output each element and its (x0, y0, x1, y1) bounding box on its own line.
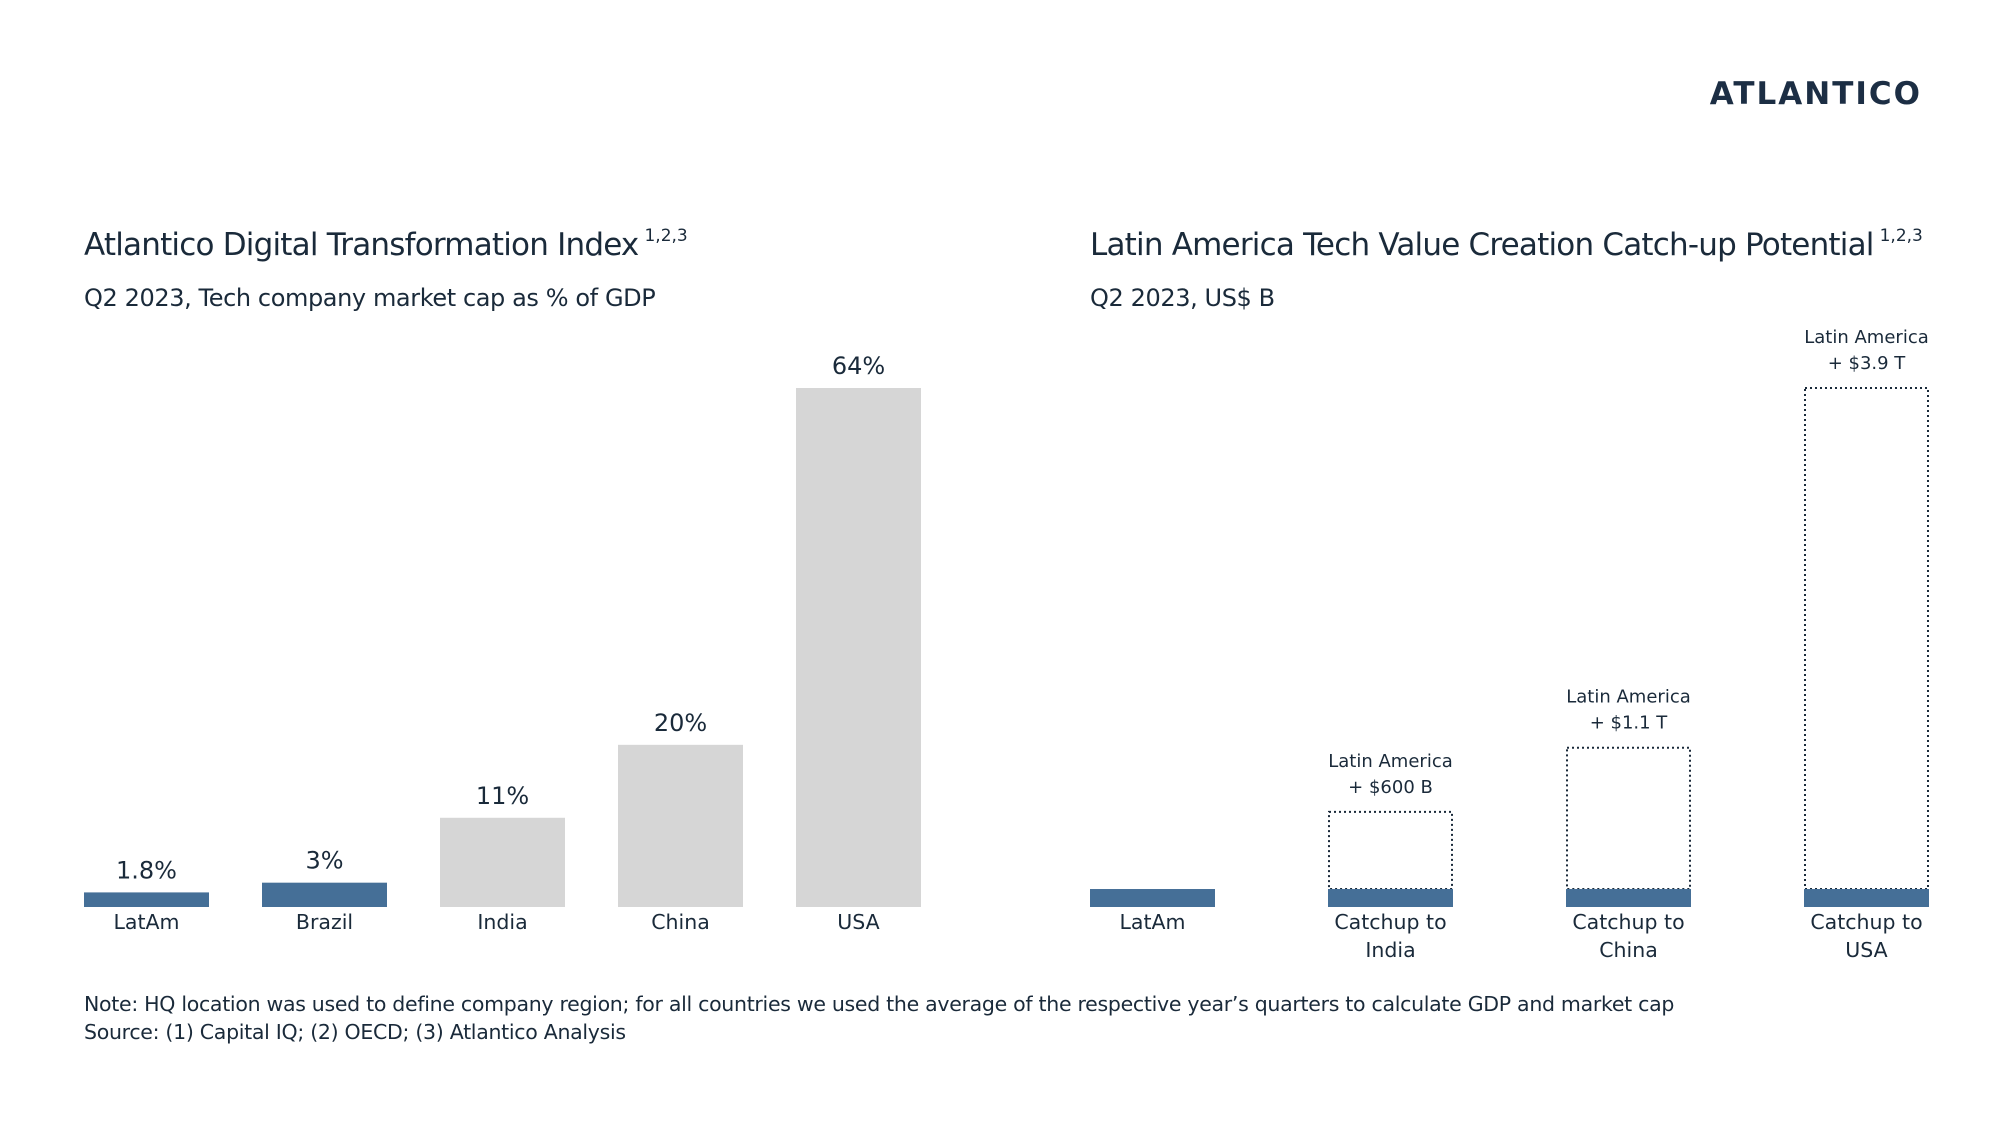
right-chart-title: Latin America Tech Value Creation Catch-… (1090, 226, 1923, 263)
category-label-latam: LatAm (113, 910, 179, 934)
current-bar-latam (1090, 889, 1215, 907)
potential-bar-catchup-to-usa (1804, 387, 1929, 891)
source-text: Source: (1) Capital IQ; (2) OECD; (3) At… (84, 1020, 626, 1044)
value-label-india: 11% (476, 782, 529, 810)
note-text: Note: HQ location was used to define com… (84, 992, 1675, 1016)
right-chart-subtitle: Q2 2023, US$ B (1090, 284, 1275, 312)
footnotes: Note: HQ location was used to define com… (84, 990, 1674, 1046)
bar-latam (84, 892, 209, 907)
bar-brazil (262, 882, 387, 907)
current-bar-catchup-to-china (1566, 889, 1691, 907)
annotation-region-catchup-to-india: Latin America (1328, 751, 1453, 772)
category-label-china: China (651, 910, 710, 934)
right-chart-title-text: Latin America Tech Value Creation Catch-… (1090, 227, 1874, 263)
left-chart-subtitle: Q2 2023, Tech company market cap as % of… (84, 284, 656, 312)
category-label-latam: LatAm (1119, 910, 1185, 934)
category-label-catchup-to-india: Catchup to (1334, 910, 1446, 934)
category-label-usa: USA (837, 910, 879, 934)
category-label-india: India (477, 910, 527, 934)
potential-bar-catchup-to-india (1328, 810, 1453, 891)
value-label-brazil: 3% (305, 847, 343, 875)
value-label-china: 20% (654, 709, 707, 737)
left-chart-title-text: Atlantico Digital Transformation Index (84, 227, 639, 263)
category-label-catchup-to-usa-line2: USA (1845, 938, 1887, 962)
atlantico-logo: ATLANTICO (1709, 76, 1922, 112)
current-bar-catchup-to-usa (1804, 889, 1929, 907)
left-chart-title-superscript: 1,2,3 (644, 226, 688, 246)
right-chart-title-superscript: 1,2,3 (1879, 226, 1923, 246)
bar-india (440, 817, 565, 907)
category-label-catchup-to-india-line2: India (1365, 938, 1415, 962)
digital-transformation-index-chart: 1.8% LatAm 3% Brazil 11% India 20% China 64% USA (84, 352, 921, 934)
annotation-value-catchup-to-china: + $1.1 T (1590, 713, 1669, 734)
annotation-value-catchup-to-india: + $600 B (1348, 777, 1433, 798)
category-label-catchup-to-usa: Catchup to (1810, 910, 1922, 934)
value-label-usa: 64% (832, 352, 885, 380)
current-bar-catchup-to-india (1328, 889, 1453, 907)
annotation-region-catchup-to-usa: Latin America (1804, 327, 1929, 348)
potential-bar-catchup-to-china (1566, 746, 1691, 891)
bar-china (618, 744, 743, 907)
annotation-region-catchup-to-china: Latin America (1566, 687, 1691, 708)
category-label-brazil: Brazil (296, 910, 353, 934)
left-chart-title: Atlantico Digital Transformation Index 1,… (84, 226, 688, 263)
bar-usa (796, 388, 921, 907)
value-label-latam: 1.8% (116, 856, 177, 884)
annotation-value-catchup-to-usa: + $3.9 T (1828, 353, 1907, 374)
category-label-catchup-to-china-line2: China (1599, 938, 1658, 962)
category-label-catchup-to-china: Catchup to (1572, 910, 1684, 934)
